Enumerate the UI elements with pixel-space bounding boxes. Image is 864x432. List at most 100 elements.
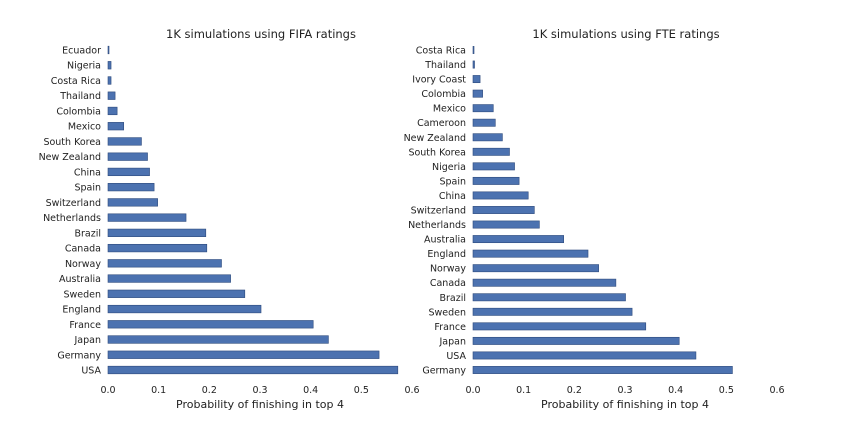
category-label: Costa Rica xyxy=(51,76,101,87)
category-label: Thailand xyxy=(424,60,466,71)
bar-thailand xyxy=(472,60,475,69)
x-tick-label: 0.5 xyxy=(719,385,734,396)
bar-usa xyxy=(472,351,697,360)
category-label: USA xyxy=(81,366,101,377)
bar-mexico xyxy=(472,104,494,113)
x-tick-label: 0.5 xyxy=(354,385,369,396)
bar-japan xyxy=(472,336,680,345)
category-label: Colombia xyxy=(56,106,101,117)
category-label: Nigeria xyxy=(432,162,466,173)
category-label: Japan xyxy=(74,335,102,346)
category-label: Germany xyxy=(422,366,466,377)
category-label: Spain xyxy=(439,176,466,187)
x-tick-label: 0.2 xyxy=(567,385,582,396)
bar-england xyxy=(472,249,589,258)
bar-australia xyxy=(107,274,231,283)
category-label: Costa Rica xyxy=(416,46,466,57)
bar-netherlands xyxy=(472,220,540,229)
category-label: France xyxy=(434,322,466,333)
category-label: England xyxy=(62,305,101,316)
bar-costa-rica xyxy=(107,76,112,85)
x-tick-label: 0.1 xyxy=(516,385,531,396)
category-label: Brazil xyxy=(439,293,466,304)
bar-nigeria xyxy=(107,61,112,70)
bar-ivory-coast xyxy=(472,75,481,84)
bar-costa-rica xyxy=(472,46,475,54)
x-tick-labels: 0.0 0.1 0.2 0.3 0.4 0.5 0.6 xyxy=(100,385,419,396)
bar-australia xyxy=(472,235,564,244)
category-label: Nigeria xyxy=(67,61,101,72)
bar-china xyxy=(107,167,150,177)
x-tick-label: 0.3 xyxy=(617,385,632,396)
bar-usa xyxy=(107,365,399,375)
category-label: South Korea xyxy=(408,147,466,158)
bar-sweden xyxy=(472,307,633,316)
bar-japan xyxy=(107,335,329,344)
x-tick-label: 0.0 xyxy=(465,385,480,396)
category-label: England xyxy=(427,249,466,260)
bar-ecuador xyxy=(107,45,110,55)
category-label: Australia xyxy=(424,235,466,246)
bar-switzerland xyxy=(472,206,535,214)
category-label: Sweden xyxy=(428,307,466,318)
category-label: Colombia xyxy=(421,89,466,100)
category-label: China xyxy=(439,191,466,202)
x-tick-label: 0.0 xyxy=(100,385,115,396)
category-label: Cameroon xyxy=(417,118,466,129)
x-tick-label: 0.1 xyxy=(151,385,166,396)
x-axis-label: Probability of finishing in top 4 xyxy=(541,398,709,411)
chart-fte: 1K simulations using FTE ratings Probabi… xyxy=(404,27,785,411)
category-label: USA xyxy=(446,351,466,362)
category-label: Canada xyxy=(430,278,466,289)
bar-switzerland xyxy=(107,198,158,207)
x-tick-label: 0.3 xyxy=(252,385,267,396)
category-label: Netherlands xyxy=(408,220,466,231)
category-label: Thailand xyxy=(59,91,101,102)
bar-spain xyxy=(107,183,155,192)
bar-thailand xyxy=(107,91,116,100)
x-tick-label: 0.4 xyxy=(668,385,683,396)
x-tick-label: 0.2 xyxy=(202,385,217,396)
category-label: Mexico xyxy=(433,104,466,115)
category-label: Ecuador xyxy=(62,46,101,57)
category-label: Canada xyxy=(65,244,101,255)
bar-mexico xyxy=(107,122,125,131)
x-tick-label: 0.6 xyxy=(769,385,784,396)
bar-germany xyxy=(472,366,733,374)
category-label: Australia xyxy=(59,274,101,285)
bar-canada xyxy=(107,243,208,253)
category-label: Brazil xyxy=(74,228,101,239)
bar-colombia xyxy=(107,106,118,116)
category-labels: Costa Rica Thailand Ivory Coast Colombia Mex… xyxy=(404,46,467,377)
category-label: Spain xyxy=(74,183,101,194)
bar-cameroon xyxy=(472,118,496,127)
category-label: Sweden xyxy=(63,289,101,300)
category-label: Norway xyxy=(65,259,101,270)
chart-title: 1K simulations using FIFA ratings xyxy=(166,27,356,41)
category-label: New Zealand xyxy=(404,133,466,144)
bar-france xyxy=(472,322,647,331)
category-label: Ivory Coast xyxy=(412,75,466,86)
chart-title: 1K simulations using FTE ratings xyxy=(532,27,719,41)
bar-china xyxy=(472,191,529,200)
bar-new-zealand xyxy=(107,152,148,161)
bar-germany xyxy=(107,350,380,359)
bar-england xyxy=(107,304,262,314)
x-tick-label: 0.4 xyxy=(303,385,318,396)
bars xyxy=(472,46,733,374)
category-label: New Zealand xyxy=(39,152,101,163)
bars xyxy=(107,45,399,375)
bar-norway xyxy=(472,264,599,273)
category-label: Germany xyxy=(57,350,101,361)
bar-south-korea xyxy=(472,147,510,156)
category-label: South Korea xyxy=(43,137,101,148)
bar-norway xyxy=(107,259,222,268)
bar-sweden xyxy=(107,289,246,298)
category-label: Netherlands xyxy=(43,213,101,224)
bar-south-korea xyxy=(107,137,142,146)
bar-new-zealand xyxy=(472,133,503,142)
bar-netherlands xyxy=(107,213,187,222)
bar-nigeria xyxy=(472,162,515,171)
category-label: Switzerland xyxy=(411,206,466,217)
